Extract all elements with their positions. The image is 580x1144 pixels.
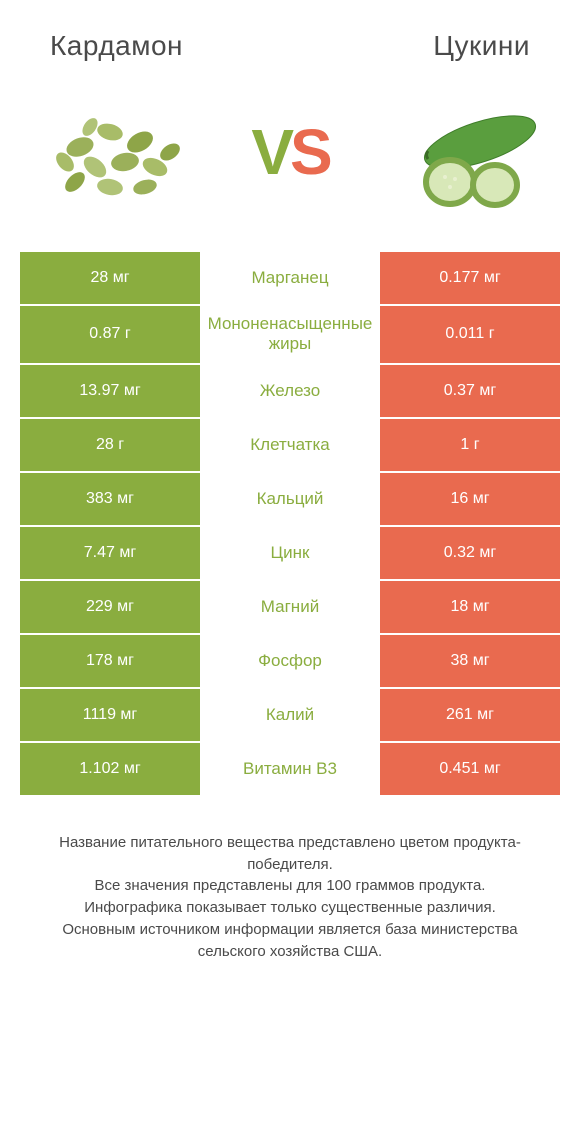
right-value-cell: 0.177 мг	[380, 252, 560, 304]
nutrient-label-cell: Кальций	[200, 473, 380, 525]
comparison-table: 28 мгМарганец0.177 мг0.87 гМононенасыщен…	[20, 252, 560, 797]
images-row: VS	[20, 87, 560, 217]
left-value-cell: 28 г	[20, 419, 200, 471]
vs-s-letter: S	[290, 116, 329, 188]
table-row: 383 мгКальций16 мг	[20, 473, 560, 527]
footer-line-4: Основным источником информации является …	[30, 919, 550, 963]
infographic-container: Кардамон Цукини	[0, 0, 580, 982]
nutrient-label-cell: Цинк	[200, 527, 380, 579]
header-row: Кардамон Цукини	[20, 30, 560, 62]
right-value-cell: 16 мг	[380, 473, 560, 525]
table-row: 1.102 мгВитамин B30.451 мг	[20, 743, 560, 797]
right-value-cell: 0.011 г	[380, 306, 560, 363]
left-food-title: Кардамон	[50, 30, 183, 62]
left-value-cell: 1.102 мг	[20, 743, 200, 795]
nutrient-label-cell: Калий	[200, 689, 380, 741]
right-value-cell: 18 мг	[380, 581, 560, 633]
vs-v-letter: V	[251, 116, 290, 188]
left-value-cell: 7.47 мг	[20, 527, 200, 579]
table-row: 28 мгМарганец0.177 мг	[20, 252, 560, 306]
table-row: 178 мгФосфор38 мг	[20, 635, 560, 689]
right-value-cell: 261 мг	[380, 689, 560, 741]
table-row: 7.47 мгЦинк0.32 мг	[20, 527, 560, 581]
left-value-cell: 0.87 г	[20, 306, 200, 363]
nutrient-label-cell: Железо	[200, 365, 380, 417]
left-value-cell: 1119 мг	[20, 689, 200, 741]
nutrient-label-cell: Клетчатка	[200, 419, 380, 471]
nutrient-label-cell: Мононенасыщенные жиры	[200, 306, 380, 363]
table-row: 0.87 гМононенасыщенные жиры0.011 г	[20, 306, 560, 365]
table-row: 229 мгМагний18 мг	[20, 581, 560, 635]
left-value-cell: 383 мг	[20, 473, 200, 525]
right-value-cell: 0.32 мг	[380, 527, 560, 579]
right-food-title: Цукини	[433, 30, 530, 62]
nutrient-label-cell: Марганец	[200, 252, 380, 304]
left-value-cell: 178 мг	[20, 635, 200, 687]
nutrient-label-cell: Магний	[200, 581, 380, 633]
footer-line-2: Все значения представлены для 100 граммо…	[30, 875, 550, 897]
left-value-cell: 229 мг	[20, 581, 200, 633]
zucchini-image	[380, 87, 550, 217]
left-value-cell: 13.97 мг	[20, 365, 200, 417]
cardamom-image	[30, 87, 200, 217]
right-value-cell: 38 мг	[380, 635, 560, 687]
table-row: 28 гКлетчатка1 г	[20, 419, 560, 473]
nutrient-label-cell: Фосфор	[200, 635, 380, 687]
table-row: 1119 мгКалий261 мг	[20, 689, 560, 743]
right-value-cell: 0.37 мг	[380, 365, 560, 417]
footer-line-3: Инфографика показывает только существенн…	[30, 897, 550, 919]
nutrient-label-cell: Витамин B3	[200, 743, 380, 795]
vs-label: VS	[251, 115, 328, 189]
footer-line-1: Название питательного вещества представл…	[30, 832, 550, 876]
table-row: 13.97 мгЖелезо0.37 мг	[20, 365, 560, 419]
right-value-cell: 1 г	[380, 419, 560, 471]
footer-text: Название питательного вещества представл…	[20, 832, 560, 963]
left-value-cell: 28 мг	[20, 252, 200, 304]
right-value-cell: 0.451 мг	[380, 743, 560, 795]
